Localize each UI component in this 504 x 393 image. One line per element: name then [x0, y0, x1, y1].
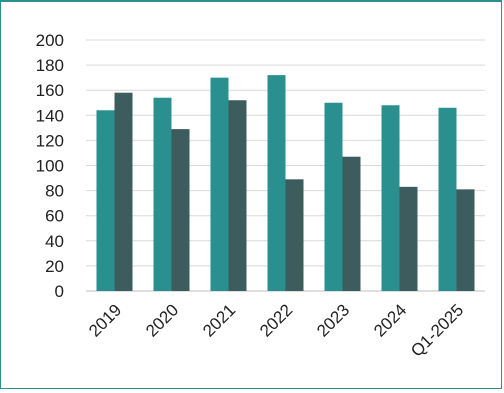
bar-2023-series-2 — [342, 156, 361, 291]
x-tick-label-2020: 2020 — [142, 300, 182, 340]
x-tick-label-2023: 2023 — [313, 300, 353, 340]
y-tick-label-80: 80 — [45, 182, 64, 201]
x-tick-label-2021: 2021 — [199, 300, 239, 340]
bar-2020-series-2 — [171, 129, 190, 291]
bar-2023-series-1 — [324, 102, 343, 291]
y-tick-label-20: 20 — [45, 257, 64, 276]
x-tick-label-Q1-2025: Q1-2025 — [407, 300, 467, 360]
y-tick-label-0: 0 — [55, 282, 64, 301]
bars — [96, 75, 475, 292]
bar-2021-series-2 — [228, 100, 247, 292]
y-tick-label-100: 100 — [36, 157, 64, 176]
y-tick-label-140: 140 — [36, 106, 64, 125]
bar-2021-series-1 — [210, 77, 229, 292]
x-tick-label-2022: 2022 — [256, 300, 296, 340]
x-tick-label-2019: 2019 — [85, 300, 125, 340]
y-tick-label-120: 120 — [36, 131, 64, 150]
y-tick-label-200: 200 — [36, 31, 64, 50]
bar-2019-series-2 — [114, 92, 133, 292]
bar-2020-series-1 — [153, 97, 172, 291]
x-tick-label-2024: 2024 — [370, 300, 410, 340]
bar-2022-series-2 — [285, 179, 304, 291]
bar-Q1-2025-series-2 — [456, 189, 475, 291]
y-tick-label-40: 40 — [45, 232, 64, 251]
bar-Q1-2025-series-1 — [438, 107, 457, 292]
y-axis-tick-labels: 0 20 40 60 80 100 120 140 160 180 200 — [36, 31, 64, 301]
y-tick-label-160: 160 — [36, 81, 64, 100]
bar-2024-series-1 — [381, 105, 400, 291]
y-tick-label-180: 180 — [36, 56, 64, 75]
bar-2019-series-1 — [96, 110, 115, 291]
bar-2024-series-2 — [399, 186, 418, 291]
y-tick-label-60: 60 — [45, 207, 64, 226]
bar-2022-series-1 — [267, 75, 286, 291]
